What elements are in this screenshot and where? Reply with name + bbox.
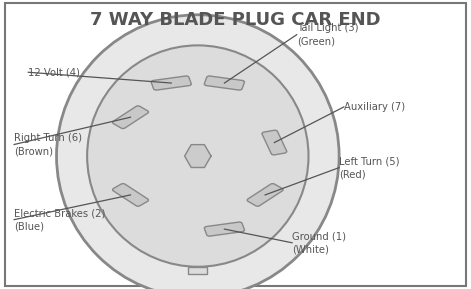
FancyBboxPatch shape <box>151 76 191 90</box>
FancyBboxPatch shape <box>113 184 148 206</box>
FancyBboxPatch shape <box>262 130 287 155</box>
Text: Tail Light (3)
(Green): Tail Light (3) (Green) <box>297 23 358 46</box>
Ellipse shape <box>87 45 309 267</box>
Text: 12 Volt (4): 12 Volt (4) <box>28 67 80 77</box>
Bar <box>188 267 207 274</box>
Text: Ground (1)
(White): Ground (1) (White) <box>292 231 346 254</box>
Polygon shape <box>185 144 211 168</box>
Text: Auxiliary (7): Auxiliary (7) <box>344 102 405 112</box>
FancyBboxPatch shape <box>247 184 283 206</box>
FancyBboxPatch shape <box>204 222 244 236</box>
FancyBboxPatch shape <box>113 106 148 129</box>
Ellipse shape <box>57 15 339 289</box>
Text: 7 WAY BLADE PLUG CAR END: 7 WAY BLADE PLUG CAR END <box>90 11 381 29</box>
Text: Left Turn (5)
(Red): Left Turn (5) (Red) <box>339 156 399 179</box>
FancyBboxPatch shape <box>204 76 244 90</box>
Text: Electric Brakes (2)
(Blue): Electric Brakes (2) (Blue) <box>14 208 106 231</box>
Text: Right Turn (6)
(Brown): Right Turn (6) (Brown) <box>14 133 82 156</box>
